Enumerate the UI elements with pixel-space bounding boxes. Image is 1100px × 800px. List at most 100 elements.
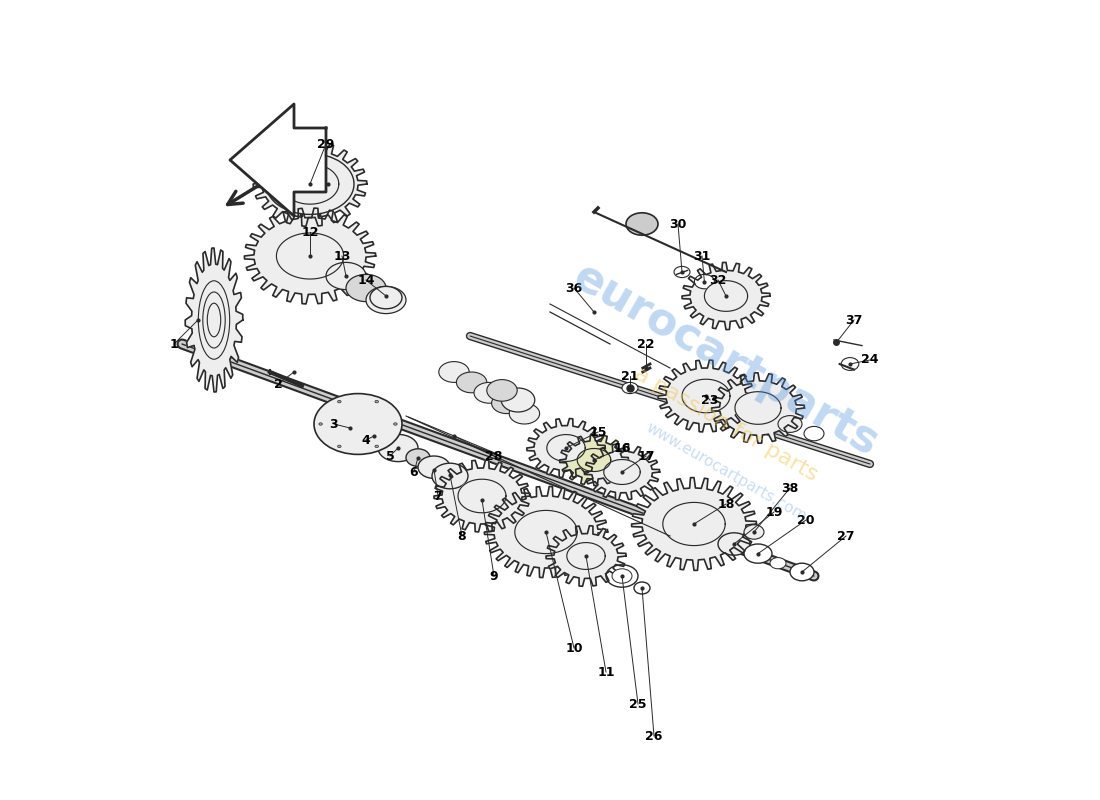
Text: eurocartparts: eurocartparts: [565, 255, 887, 465]
Text: 22: 22: [637, 338, 654, 350]
Text: 37: 37: [845, 314, 862, 326]
Polygon shape: [547, 434, 585, 462]
Polygon shape: [484, 486, 607, 578]
Text: 12: 12: [301, 226, 319, 238]
Ellipse shape: [674, 266, 690, 278]
Ellipse shape: [202, 292, 226, 348]
Ellipse shape: [487, 379, 517, 402]
Ellipse shape: [626, 213, 658, 235]
Text: 29: 29: [317, 138, 334, 150]
Ellipse shape: [378, 434, 418, 462]
Text: 23: 23: [702, 394, 718, 406]
Ellipse shape: [778, 416, 802, 432]
Polygon shape: [458, 479, 506, 513]
Polygon shape: [566, 542, 605, 570]
Ellipse shape: [366, 286, 406, 314]
Ellipse shape: [338, 445, 341, 447]
Ellipse shape: [718, 533, 750, 555]
Polygon shape: [282, 164, 339, 204]
Ellipse shape: [324, 402, 390, 446]
Text: 26: 26: [646, 730, 662, 742]
Text: www.eurocartparts.com: www.eurocartparts.com: [644, 420, 808, 524]
Ellipse shape: [326, 262, 366, 290]
Polygon shape: [631, 478, 757, 570]
Polygon shape: [515, 510, 578, 554]
Ellipse shape: [502, 388, 535, 412]
Ellipse shape: [612, 569, 632, 583]
Text: 9: 9: [490, 570, 498, 582]
Ellipse shape: [375, 445, 378, 447]
Text: 27: 27: [837, 530, 855, 542]
Polygon shape: [584, 444, 660, 500]
Text: 24: 24: [861, 354, 879, 366]
Polygon shape: [546, 526, 626, 586]
Text: 25: 25: [629, 698, 647, 710]
Text: a passion for parts: a passion for parts: [631, 363, 821, 485]
Text: 20: 20: [798, 514, 815, 526]
Polygon shape: [230, 104, 326, 216]
Ellipse shape: [319, 422, 322, 426]
Polygon shape: [682, 262, 770, 330]
Text: 2: 2: [274, 378, 283, 390]
Ellipse shape: [338, 401, 341, 403]
Polygon shape: [185, 248, 243, 392]
Text: 14: 14: [358, 274, 375, 286]
Text: 19: 19: [766, 506, 783, 518]
Text: 8: 8: [458, 530, 466, 542]
Polygon shape: [682, 379, 730, 413]
Text: 21: 21: [621, 370, 639, 382]
Text: 7: 7: [433, 490, 442, 502]
Polygon shape: [276, 233, 343, 279]
Text: 5: 5: [386, 450, 395, 462]
Polygon shape: [527, 418, 605, 478]
Polygon shape: [704, 281, 748, 311]
Ellipse shape: [509, 403, 540, 424]
Polygon shape: [663, 502, 725, 546]
Polygon shape: [604, 459, 640, 485]
Polygon shape: [712, 373, 804, 443]
Ellipse shape: [336, 409, 380, 439]
Text: 4: 4: [362, 434, 371, 446]
Polygon shape: [434, 460, 530, 532]
Ellipse shape: [375, 401, 378, 403]
Ellipse shape: [432, 463, 468, 489]
Ellipse shape: [358, 422, 398, 450]
Text: 28: 28: [485, 450, 503, 462]
Text: 13: 13: [333, 250, 351, 262]
Ellipse shape: [198, 281, 230, 359]
Ellipse shape: [406, 449, 430, 466]
Ellipse shape: [439, 362, 470, 382]
Polygon shape: [578, 449, 610, 471]
Text: 11: 11: [597, 666, 615, 678]
Polygon shape: [253, 142, 366, 226]
Ellipse shape: [770, 558, 786, 569]
Text: 31: 31: [693, 250, 711, 262]
Polygon shape: [560, 434, 628, 486]
Ellipse shape: [370, 286, 402, 309]
Polygon shape: [658, 360, 754, 432]
Ellipse shape: [634, 582, 650, 594]
Ellipse shape: [804, 426, 824, 441]
Ellipse shape: [694, 274, 714, 289]
Ellipse shape: [842, 358, 859, 370]
Text: 30: 30: [669, 218, 686, 230]
Text: 36: 36: [565, 282, 583, 294]
Ellipse shape: [207, 303, 221, 337]
Text: 38: 38: [781, 482, 799, 494]
Ellipse shape: [606, 565, 638, 587]
Text: 16: 16: [614, 442, 630, 454]
Ellipse shape: [418, 456, 450, 478]
Text: 3: 3: [330, 418, 339, 430]
Ellipse shape: [744, 544, 772, 563]
Polygon shape: [735, 392, 781, 424]
Ellipse shape: [621, 382, 638, 394]
Text: 15: 15: [590, 426, 607, 438]
Ellipse shape: [346, 274, 386, 302]
Text: 6: 6: [409, 466, 418, 478]
Polygon shape: [244, 208, 375, 304]
Ellipse shape: [456, 372, 487, 393]
Ellipse shape: [492, 393, 522, 414]
Ellipse shape: [744, 525, 764, 539]
Ellipse shape: [394, 422, 397, 426]
Text: 32: 32: [710, 274, 727, 286]
